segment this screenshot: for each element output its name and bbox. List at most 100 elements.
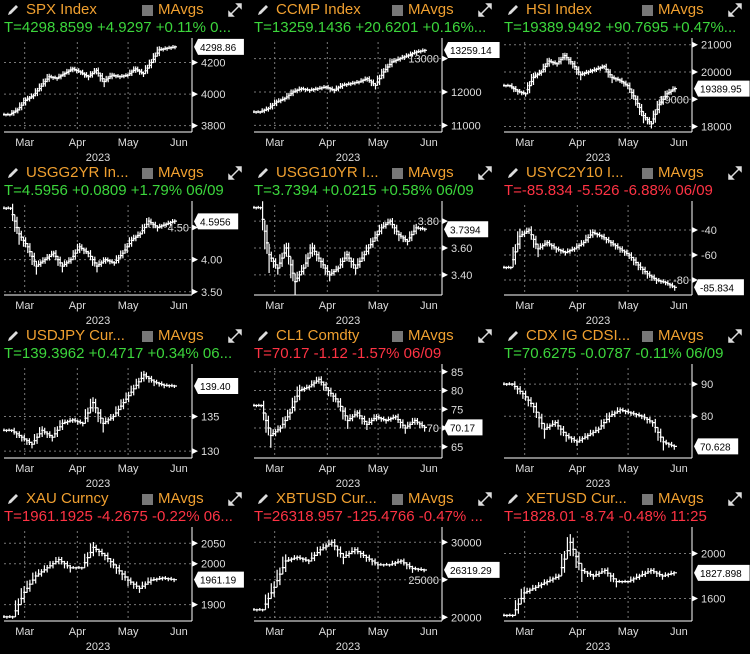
ticker-label[interactable]: CCMP Index bbox=[276, 1, 361, 18]
expand-icon[interactable] bbox=[228, 3, 242, 17]
mavgs-label[interactable]: MAvgs bbox=[658, 327, 704, 344]
price-chart[interactable]: 1600 2000 1827.898 Mar Apr May Jun 2023 bbox=[500, 527, 750, 652]
ticker-label[interactable]: USDJPY Cur... bbox=[26, 327, 125, 344]
price-chart[interactable]: 20000 25000 30000 26319.29 Mar Apr May Jun 2023 bbox=[250, 527, 500, 652]
expand-icon[interactable] bbox=[728, 492, 742, 506]
mavgs-checkbox[interactable] bbox=[642, 5, 653, 16]
mavgs-label[interactable]: MAvgs bbox=[658, 490, 704, 507]
x-axis-year: 2023 bbox=[336, 315, 360, 326]
last-price-label: 1827.898 bbox=[700, 569, 742, 580]
mavgs-label[interactable]: MAvgs bbox=[408, 1, 454, 18]
pencil-icon[interactable] bbox=[6, 492, 20, 506]
mavgs-label[interactable]: MAvgs bbox=[158, 1, 204, 18]
price-chart[interactable]: 80 90 70.628 Mar Apr May Jun 2023 bbox=[500, 364, 750, 489]
price-chart[interactable]: 65 70 75 80 85 70.17 Mar Apr May Jun 2023 bbox=[250, 364, 500, 489]
x-tick-label: May bbox=[618, 463, 639, 475]
last-price-label: 19389.95 bbox=[700, 85, 742, 96]
ticker-label[interactable]: SPX Index bbox=[26, 1, 97, 18]
chart-panel[interactable]: USGG10YR I... MAvgs T=3.7394 +0.0215 +0.… bbox=[250, 163, 500, 326]
pencil-icon[interactable] bbox=[6, 166, 20, 180]
expand-icon[interactable] bbox=[728, 329, 742, 343]
chart-panel[interactable]: CL1 Comdty MAvgs T=70.17 -1.12 -1.57% 06… bbox=[250, 326, 500, 489]
mavgs-checkbox[interactable] bbox=[142, 331, 153, 342]
x-tick-label: May bbox=[368, 463, 389, 475]
mavgs-checkbox[interactable] bbox=[392, 168, 403, 179]
pencil-icon[interactable] bbox=[506, 166, 520, 180]
pencil-icon[interactable] bbox=[6, 329, 20, 343]
mavgs-label[interactable]: MAvgs bbox=[408, 164, 454, 181]
ticker-label[interactable]: USYC2Y10 I... bbox=[526, 164, 624, 181]
pencil-icon[interactable] bbox=[6, 3, 20, 17]
pencil-icon[interactable] bbox=[256, 3, 270, 17]
y-tick-label: 12000 bbox=[451, 87, 482, 99]
price-chart[interactable]: 3800 4000 4200 4298.86 Mar Apr May Jun 2023 bbox=[0, 38, 250, 163]
pencil-icon[interactable] bbox=[256, 492, 270, 506]
chart-panel[interactable]: CCMP Index MAvgs T=13259.1436 +20.6201 +… bbox=[250, 0, 500, 163]
mavgs-checkbox[interactable] bbox=[392, 5, 403, 16]
x-tick-label: Jun bbox=[170, 626, 188, 638]
mavgs-checkbox[interactable] bbox=[642, 494, 653, 505]
ticker-label[interactable]: XETUSD Cur... bbox=[526, 490, 627, 507]
pencil-icon[interactable] bbox=[506, 329, 520, 343]
chart-panel[interactable]: USGG2YR In... MAvgs T=4.5956 +0.0809 +1.… bbox=[0, 163, 250, 326]
mavgs-checkbox[interactable] bbox=[392, 331, 403, 342]
expand-icon[interactable] bbox=[228, 329, 242, 343]
last-price-label: 4.5956 bbox=[200, 217, 231, 228]
ticker-label[interactable]: HSI Index bbox=[526, 1, 592, 18]
ticker-label[interactable]: XBTUSD Cur... bbox=[276, 490, 377, 507]
mavgs-label[interactable]: MAvgs bbox=[158, 490, 204, 507]
expand-icon[interactable] bbox=[478, 3, 492, 17]
mavgs-label[interactable]: MAvgs bbox=[408, 327, 454, 344]
ticker-label[interactable]: XAU Curncy bbox=[26, 490, 109, 507]
tick-marker bbox=[192, 601, 198, 608]
panel-header: CL1 Comdty MAvgs bbox=[254, 327, 496, 345]
mavgs-label[interactable]: MAvgs bbox=[158, 164, 204, 181]
x-tick-label: Jun bbox=[170, 137, 188, 149]
pencil-icon[interactable] bbox=[256, 166, 270, 180]
price-chart[interactable]: 130 135 139.40 Mar Apr May Jun 2023 bbox=[0, 364, 250, 489]
pencil-icon[interactable] bbox=[506, 3, 520, 17]
tick-marker bbox=[692, 550, 698, 557]
mavgs-checkbox[interactable] bbox=[392, 494, 403, 505]
chart-panel[interactable]: SPX Index MAvgs T=4298.8599 +4.9297 +0.1… bbox=[0, 0, 250, 163]
ticker-label[interactable]: USGG2YR In... bbox=[26, 164, 129, 181]
expand-icon[interactable] bbox=[478, 166, 492, 180]
price-chart[interactable]: 3.40 3.60 3.80 3.7394 Mar Apr May Jun 2023 bbox=[250, 201, 500, 326]
mavgs-checkbox[interactable] bbox=[642, 168, 653, 179]
chart-panel[interactable]: XETUSD Cur... MAvgs T=1828.01 -8.74 -0.4… bbox=[500, 489, 750, 652]
price-chart[interactable]: 18000 19000 20000 21000 19389.95 Mar Apr May Jun… bbox=[500, 38, 750, 163]
tick-marker bbox=[192, 122, 198, 129]
chart-panel[interactable]: CDX IG CDSI... MAvgs T=70.6275 -0.0787 -… bbox=[500, 326, 750, 489]
chart-panel[interactable]: XAU Curncy MAvgs T=1961.1925 -4.2675 -0.… bbox=[0, 489, 250, 652]
chart-panel[interactable]: XBTUSD Cur... MAvgs T=26318.957 -125.476… bbox=[250, 489, 500, 652]
mavgs-checkbox[interactable] bbox=[142, 494, 153, 505]
mavgs-checkbox[interactable] bbox=[142, 5, 153, 16]
price-chart[interactable]: -80 -60 -40 -85.834 Mar Apr May Jun 2023 bbox=[500, 201, 750, 326]
mavgs-label[interactable]: MAvgs bbox=[658, 164, 704, 181]
mavgs-label[interactable]: MAvgs bbox=[658, 1, 704, 18]
ticker-label[interactable]: CL1 Comdty bbox=[276, 327, 360, 344]
chart-panel[interactable]: HSI Index MAvgs T=19389.9492 +90.7695 +0… bbox=[500, 0, 750, 163]
mavgs-checkbox[interactable] bbox=[642, 331, 653, 342]
ticker-label[interactable]: USGG10YR I... bbox=[276, 164, 379, 181]
expand-icon[interactable] bbox=[728, 166, 742, 180]
expand-icon[interactable] bbox=[728, 3, 742, 17]
price-chart[interactable]: 11000 12000 13000 13259.14 Mar Apr May Jun 2023 bbox=[250, 38, 500, 163]
expand-icon[interactable] bbox=[478, 492, 492, 506]
mavgs-label[interactable]: MAvgs bbox=[158, 327, 204, 344]
mavgs-checkbox[interactable] bbox=[142, 168, 153, 179]
last-price-line: T=1828.01 -8.74 -0.48% 11:25 bbox=[504, 508, 707, 525]
expand-icon[interactable] bbox=[228, 166, 242, 180]
chart-panel[interactable]: USYC2Y10 I... MAvgs T=-85.834 -5.526 -6.… bbox=[500, 163, 750, 326]
ticker-label[interactable]: CDX IG CDSI... bbox=[526, 327, 631, 344]
pencil-icon[interactable] bbox=[506, 492, 520, 506]
chart-panel[interactable]: USDJPY Cur... MAvgs T=139.3962 +0.4717 +… bbox=[0, 326, 250, 489]
pencil-icon[interactable] bbox=[256, 329, 270, 343]
expand-icon[interactable] bbox=[228, 492, 242, 506]
price-chart[interactable]: 3.50 4.00 4.50 4.5956 Mar Apr May Jun 2023 bbox=[0, 201, 250, 326]
tick-marker bbox=[442, 244, 448, 251]
price-chart[interactable]: 1900 2000 2050 1961.19 Mar Apr May Jun 2023 bbox=[0, 527, 250, 652]
mavgs-label[interactable]: MAvgs bbox=[408, 490, 454, 507]
expand-icon[interactable] bbox=[478, 329, 492, 343]
price-series bbox=[503, 226, 677, 291]
